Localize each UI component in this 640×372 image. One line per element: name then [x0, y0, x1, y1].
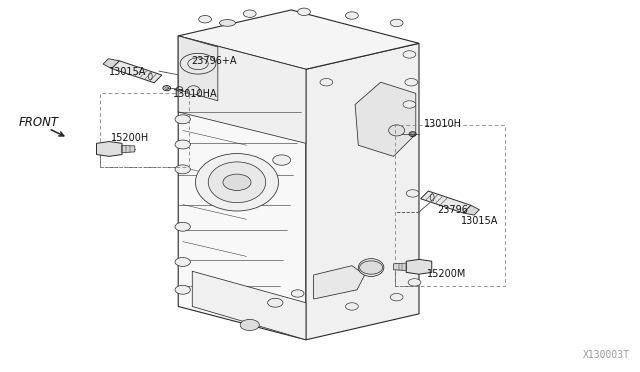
Circle shape — [360, 261, 383, 274]
Circle shape — [405, 78, 418, 86]
Polygon shape — [178, 36, 306, 143]
Polygon shape — [178, 36, 218, 101]
Circle shape — [291, 290, 304, 297]
Polygon shape — [103, 59, 119, 68]
Polygon shape — [394, 263, 406, 270]
Circle shape — [175, 140, 190, 149]
Circle shape — [390, 294, 403, 301]
Ellipse shape — [187, 86, 200, 95]
Polygon shape — [97, 141, 122, 156]
Polygon shape — [314, 266, 365, 299]
Circle shape — [175, 222, 190, 231]
Text: 15200H: 15200H — [111, 133, 148, 143]
Circle shape — [243, 10, 256, 17]
Bar — [100, 93, 189, 167]
Circle shape — [320, 78, 333, 86]
Polygon shape — [420, 191, 471, 213]
Circle shape — [403, 101, 416, 108]
Circle shape — [406, 190, 419, 197]
Polygon shape — [122, 145, 135, 153]
Circle shape — [273, 155, 291, 165]
Circle shape — [198, 16, 211, 23]
Ellipse shape — [208, 162, 266, 203]
Text: 13010HA: 13010HA — [173, 89, 218, 99]
Text: 23796+A: 23796+A — [191, 56, 237, 66]
Polygon shape — [111, 61, 162, 83]
Text: 13015A: 13015A — [109, 67, 147, 77]
Polygon shape — [355, 82, 416, 156]
Circle shape — [403, 51, 416, 58]
Circle shape — [408, 279, 421, 286]
Text: 23796: 23796 — [437, 205, 468, 215]
Text: 15200M: 15200M — [428, 269, 467, 279]
Circle shape — [390, 19, 403, 27]
Polygon shape — [178, 10, 419, 69]
Circle shape — [346, 303, 358, 310]
Circle shape — [175, 257, 190, 266]
Circle shape — [298, 8, 310, 16]
Text: 13015A: 13015A — [461, 216, 498, 226]
Polygon shape — [406, 259, 432, 274]
Ellipse shape — [220, 20, 236, 26]
Circle shape — [240, 320, 259, 331]
Bar — [396, 125, 505, 286]
Polygon shape — [178, 36, 306, 340]
Polygon shape — [463, 205, 479, 215]
Circle shape — [268, 298, 283, 307]
Ellipse shape — [195, 154, 278, 211]
Polygon shape — [306, 43, 419, 340]
Text: FRONT: FRONT — [19, 116, 59, 129]
Circle shape — [175, 285, 190, 294]
Circle shape — [175, 165, 190, 174]
Circle shape — [346, 12, 358, 19]
Circle shape — [175, 115, 190, 124]
Ellipse shape — [388, 125, 404, 136]
Polygon shape — [192, 271, 306, 340]
Text: 13010H: 13010H — [424, 119, 461, 129]
Text: X130003T: X130003T — [583, 350, 630, 360]
Circle shape — [223, 174, 251, 190]
Ellipse shape — [358, 259, 384, 276]
